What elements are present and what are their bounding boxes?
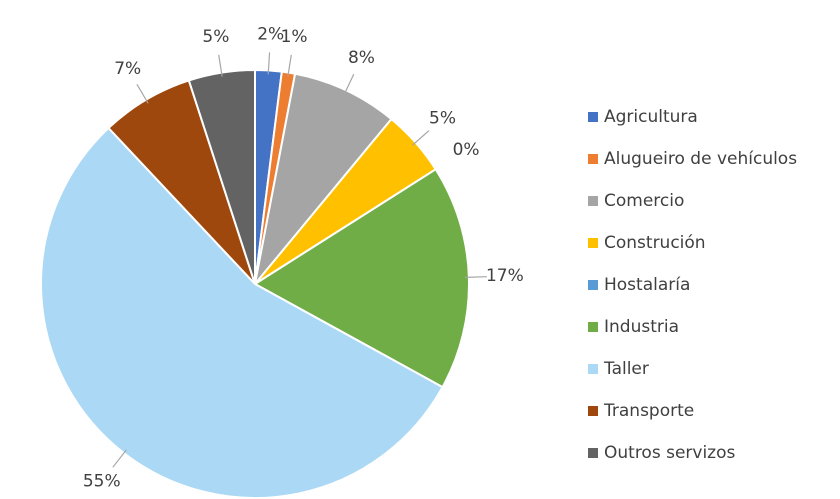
legend-label: Hostalaría — [604, 275, 690, 295]
data-label: 17% — [486, 266, 524, 286]
legend-swatch — [588, 448, 598, 458]
data-label: 7% — [114, 59, 141, 79]
legend-swatch — [588, 364, 598, 374]
data-label: 0% — [453, 140, 480, 160]
leader-line — [412, 130, 430, 146]
data-label: 2% — [257, 24, 284, 44]
legend-label: Industria — [604, 317, 679, 337]
data-label: 8% — [348, 48, 375, 68]
legend-swatch — [588, 112, 598, 122]
legend-label: Taller — [603, 359, 649, 379]
legend-swatch — [588, 280, 598, 290]
legend-label: Comercio — [604, 191, 684, 211]
data-label: 1% — [281, 27, 308, 47]
legend-swatch — [588, 238, 598, 248]
leader-line — [464, 276, 487, 279]
leader-line — [267, 52, 271, 75]
data-label: 5% — [202, 27, 229, 47]
leader-line — [343, 73, 355, 95]
legend-label: Construción — [604, 233, 706, 253]
data-label: 55% — [83, 472, 121, 492]
legend-label: Alugueiro de vehículos — [604, 149, 797, 169]
legend-swatch — [588, 406, 598, 416]
leader-line — [287, 54, 292, 77]
legend-swatch — [588, 196, 598, 206]
legend-label: Transporte — [603, 401, 694, 421]
legend-swatch — [588, 154, 598, 164]
leader-line — [136, 84, 149, 104]
legend-swatch — [588, 322, 598, 332]
legend-label: Outros servizos — [604, 443, 736, 463]
leader-line — [112, 449, 127, 468]
leader-line — [218, 54, 223, 77]
data-label: 5% — [429, 109, 456, 129]
legend-label: Agricultura — [604, 107, 698, 127]
